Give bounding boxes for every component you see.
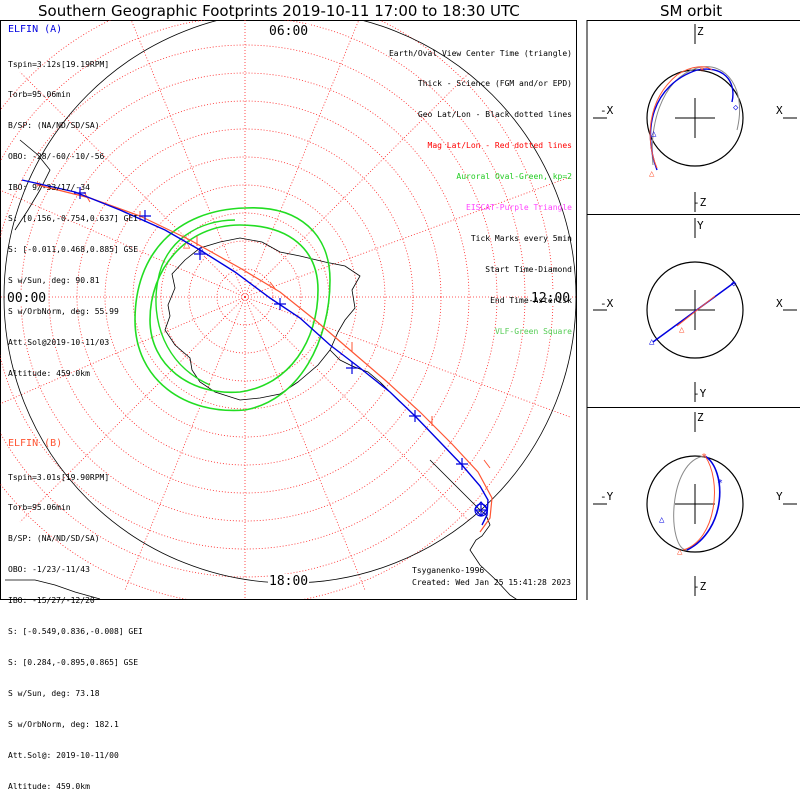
p2-left: -X bbox=[600, 297, 614, 310]
elfin-b-line: B/SP: (NA/ND/SD/SA) bbox=[8, 534, 100, 544]
elfin-b-line: OBO: -1/23/-11/43 bbox=[8, 565, 90, 575]
p1-bottom: -Z bbox=[693, 196, 707, 209]
elfin-a-line: S w/Sun, deg: 90.81 bbox=[8, 275, 100, 285]
svg-text:△: △ bbox=[649, 337, 655, 347]
legend-item-ticks: Tick Marks every 5min bbox=[470, 233, 572, 243]
svg-text:◇: ◇ bbox=[731, 279, 737, 289]
legend-item-vlf: VLF-Green Square bbox=[494, 326, 572, 336]
elfin-b-start-marker: * bbox=[34, 179, 41, 193]
africa-coast bbox=[5, 579, 101, 599]
elfin-b-line: S w/Sun, deg: 73.18 bbox=[8, 688, 100, 698]
elfin-a-line: OBO: -28/-60/-10/-56 bbox=[8, 152, 105, 162]
elfin-a-ticks bbox=[74, 187, 468, 470]
mag-grid bbox=[0, 20, 576, 599]
elfin-b-line: Att.Sol@: 2019-10-11/00 bbox=[8, 750, 119, 760]
p1-right: X bbox=[776, 104, 783, 117]
elfin-b-name: ELFIN (B) bbox=[8, 438, 63, 449]
p2-bottom: -Y bbox=[693, 387, 707, 400]
elfin-b-track bbox=[37, 184, 493, 533]
elfin-a-marker: △ bbox=[198, 244, 204, 255]
legend-item-science: Thick - Science (FGM and/or EPD) bbox=[417, 79, 572, 89]
legend-item-mag-grid: Mag Lat/Lon - Red dotted lines bbox=[427, 141, 573, 151]
elfin-b-line: IBO: -15/27/-12/20 bbox=[8, 596, 95, 606]
elfin-a-line: Tspin=3.12s[19.19RPM] bbox=[8, 59, 110, 69]
elfin-b-marker: △ bbox=[183, 237, 191, 251]
elfin-a-line: IBO: 9/-33/17/-34 bbox=[8, 183, 90, 193]
elfin-b-line: Torb=95.06min bbox=[8, 503, 71, 513]
elfin-a-line: Torb=95.06min bbox=[8, 90, 71, 100]
legend-item-eiscat: EISCAT-Purple Triangle bbox=[466, 203, 572, 213]
elfin-b-line: S: [0.284,-0.895,0.865] GSE bbox=[8, 657, 139, 667]
svg-text:△: △ bbox=[651, 129, 657, 139]
panel-xy: ◇ △ △ bbox=[593, 218, 797, 402]
elfin-a-line: Altitude: 459.0km bbox=[8, 368, 90, 378]
elfin-b-line: Altitude: 459.0km bbox=[8, 781, 90, 791]
antarctica-coast bbox=[164, 237, 361, 401]
auroral-oval-mid bbox=[155, 219, 236, 386]
p2-right: X bbox=[776, 297, 783, 310]
hour-label-left: 00:00 bbox=[6, 291, 48, 306]
main-title: Southern Geographic Footprints 2019-10-1… bbox=[38, 2, 520, 20]
p3-right: Y bbox=[776, 490, 783, 503]
svg-text:*: * bbox=[717, 478, 723, 489]
p3-top: Z bbox=[697, 411, 704, 424]
auroral-oval-inner bbox=[149, 224, 319, 394]
p3-bottom: -Z bbox=[693, 580, 707, 593]
svg-text:*: * bbox=[699, 66, 705, 77]
p3-left: -Y bbox=[600, 490, 614, 503]
footer-created: Created: Wed Jan 25 15:41:28 2023 bbox=[412, 578, 571, 587]
svg-text:△: △ bbox=[649, 169, 655, 179]
hour-label-top: 06:00 bbox=[268, 24, 310, 39]
legend: Earth/Oval View Center Time (triangle) T… bbox=[272, 28, 572, 347]
elfin-b-info: Tspin=3.01s[19.90RPM] Torb=95.06min B/SP… bbox=[8, 452, 143, 802]
elfin-a-line: S w/OrbNorm, deg: 55.99 bbox=[8, 306, 119, 316]
legend-item-end: End Time-Asterisk bbox=[490, 295, 572, 305]
svg-text:◇: ◇ bbox=[733, 103, 739, 113]
new-zealand-coast bbox=[14, 139, 51, 231]
south-america-coast bbox=[429, 459, 517, 599]
legend-item-geo-grid: Geo Lat/Lon - Black dotted lines bbox=[417, 110, 572, 120]
panel-xz: ◇ * △ △ bbox=[593, 24, 797, 212]
hour-label-bottom: 18:00 bbox=[268, 574, 310, 589]
p1-top: Z bbox=[697, 25, 704, 38]
elfin-a-start-diamond bbox=[474, 501, 488, 517]
elfin-a-line: B/SP: (NA/ND/SD/SA) bbox=[8, 121, 100, 131]
antarctic-peninsula bbox=[329, 349, 401, 403]
sm-orbit-panels: ◇ * △ △ ◇ △ △ * * △ △ bbox=[593, 24, 797, 596]
p1-left: -X bbox=[600, 104, 614, 117]
elfin-a-name: ELFIN (A) bbox=[8, 24, 63, 35]
elfin-a-track bbox=[21, 179, 489, 526]
polar-map: * △ △ bbox=[0, 20, 576, 599]
elfin-a-info: Tspin=3.12s[19.19RPM] Torb=95.06min B/SP… bbox=[8, 39, 138, 389]
svg-text:△: △ bbox=[659, 515, 665, 525]
p2-top: Y bbox=[697, 219, 704, 232]
legend-item-view-center: Earth/Oval View Center Time (triangle) bbox=[388, 48, 572, 58]
footer-author: Tsyganenko-1996 bbox=[412, 566, 485, 575]
legend-item-auroral-oval: Auroral Oval-Green, kp=2 bbox=[456, 172, 572, 182]
svg-text:△: △ bbox=[677, 547, 683, 557]
svg-text:△: △ bbox=[679, 325, 685, 335]
legend-item-start: Start Time-Diamond bbox=[485, 264, 572, 274]
elfin-b-line: S w/OrbNorm, deg: 182.1 bbox=[8, 719, 119, 729]
side-title: SM orbit bbox=[660, 2, 723, 20]
auroral-oval-outer bbox=[134, 207, 331, 412]
elfin-a-line: S: [-0.011,0.468,0.885] GSE bbox=[8, 244, 139, 254]
hour-label-right: 12:00 bbox=[530, 291, 572, 306]
svg-text:*: * bbox=[701, 452, 707, 463]
panel-yz: * * △ △ bbox=[593, 412, 797, 596]
elfin-b-line: S: [-0.549,0.836,-0.008] GEI bbox=[8, 627, 143, 637]
elfin-a-line: Att.Sol@2019-10-11/03 bbox=[8, 337, 110, 347]
elfin-a-line: S: [0.156,-0.754,0.637] GEI bbox=[8, 214, 139, 224]
elfin-b-line: Tspin=3.01s[19.90RPM] bbox=[8, 472, 110, 482]
